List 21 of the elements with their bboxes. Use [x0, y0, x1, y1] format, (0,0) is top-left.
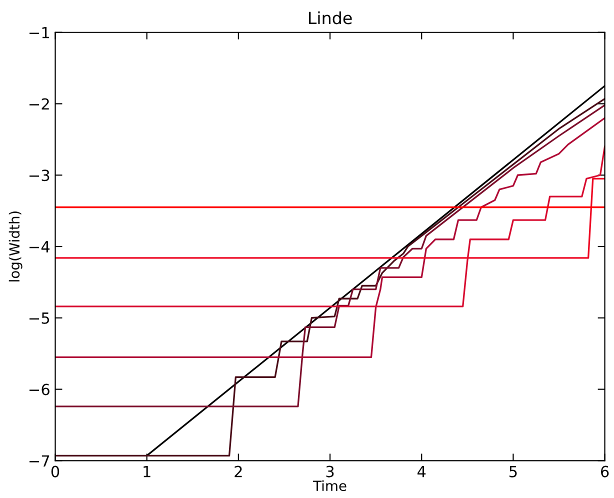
x-tick-label: 0: [51, 466, 60, 478]
y-tick-label: −7: [29, 455, 50, 466]
x-tick-label: 5: [510, 466, 517, 478]
x-axis-title: Time: [312, 480, 346, 492]
x-tick-label: 3: [326, 466, 334, 478]
y-axis-title: log(Width): [8, 212, 22, 282]
x-tick-label: 2: [234, 466, 242, 478]
line-series: [55, 117, 605, 358]
y-tick-label: −4: [29, 241, 50, 252]
line-series: [55, 146, 605, 308]
line-series: [55, 98, 605, 456]
y-tick-label: −6: [29, 384, 50, 396]
x-tick-label: 4: [418, 466, 426, 478]
y-tick-label: −2: [29, 98, 49, 110]
y-tick-label: −1: [29, 27, 49, 38]
x-tick-label: 6: [600, 466, 609, 478]
chart-title: Linde: [309, 11, 352, 24]
line-series: [55, 104, 605, 408]
y-tick-label: −3: [29, 170, 50, 182]
x-tick-label: 1: [144, 466, 150, 478]
y-tick-label: −5: [29, 312, 50, 324]
